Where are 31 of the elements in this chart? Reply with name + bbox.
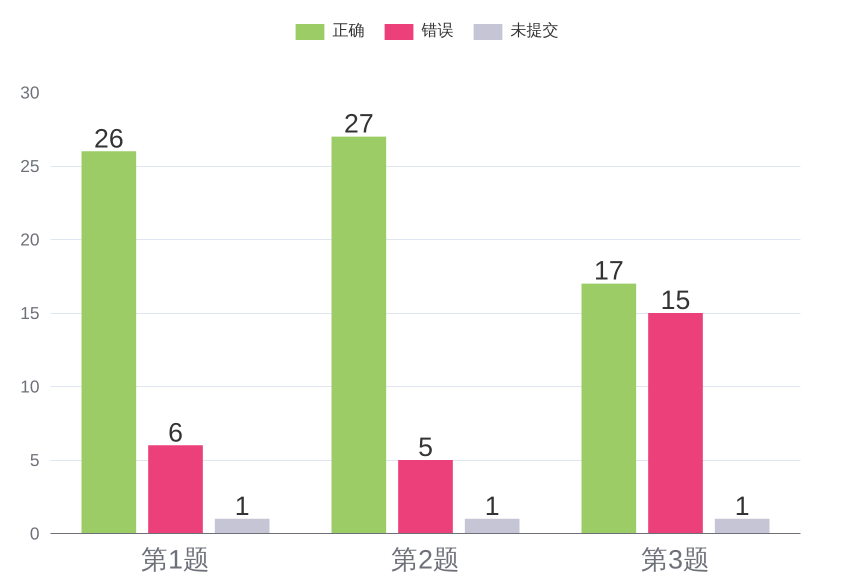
bar [332, 136, 386, 534]
x-tick-label: 第3题 [641, 544, 710, 574]
data-label: 1 [734, 490, 750, 521]
data-label: 1 [484, 490, 500, 521]
bar [398, 460, 453, 534]
legend-label: 正确 [332, 22, 364, 42]
y-tick-label: 0 [30, 524, 40, 544]
bar [464, 518, 520, 534]
y-tick-label: 10 [20, 376, 40, 396]
data-label: 1 [234, 490, 250, 521]
bar [82, 151, 136, 534]
y-tick-label: 20 [20, 230, 40, 250]
y-tick-label: 30 [20, 82, 40, 102]
y-tick-label: 5 [30, 450, 40, 470]
legend-label: 未提交 [510, 21, 558, 42]
bar [582, 284, 636, 534]
bar [148, 445, 203, 534]
bar [714, 518, 770, 534]
legend-label: 错误 [422, 22, 454, 42]
y-tick-label: 25 [20, 156, 40, 176]
bar [214, 518, 270, 534]
bar [648, 313, 703, 534]
data-label: 26 [94, 123, 124, 154]
data-label: 5 [418, 432, 433, 462]
data-label: 6 [168, 417, 183, 448]
data-label: 15 [660, 285, 690, 315]
x-tick-label: 第1题 [141, 544, 210, 574]
data-label: 27 [344, 108, 374, 139]
data-label: 17 [594, 256, 624, 286]
y-tick-label: 15 [20, 303, 40, 323]
x-tick-label: 第2题 [391, 544, 460, 574]
